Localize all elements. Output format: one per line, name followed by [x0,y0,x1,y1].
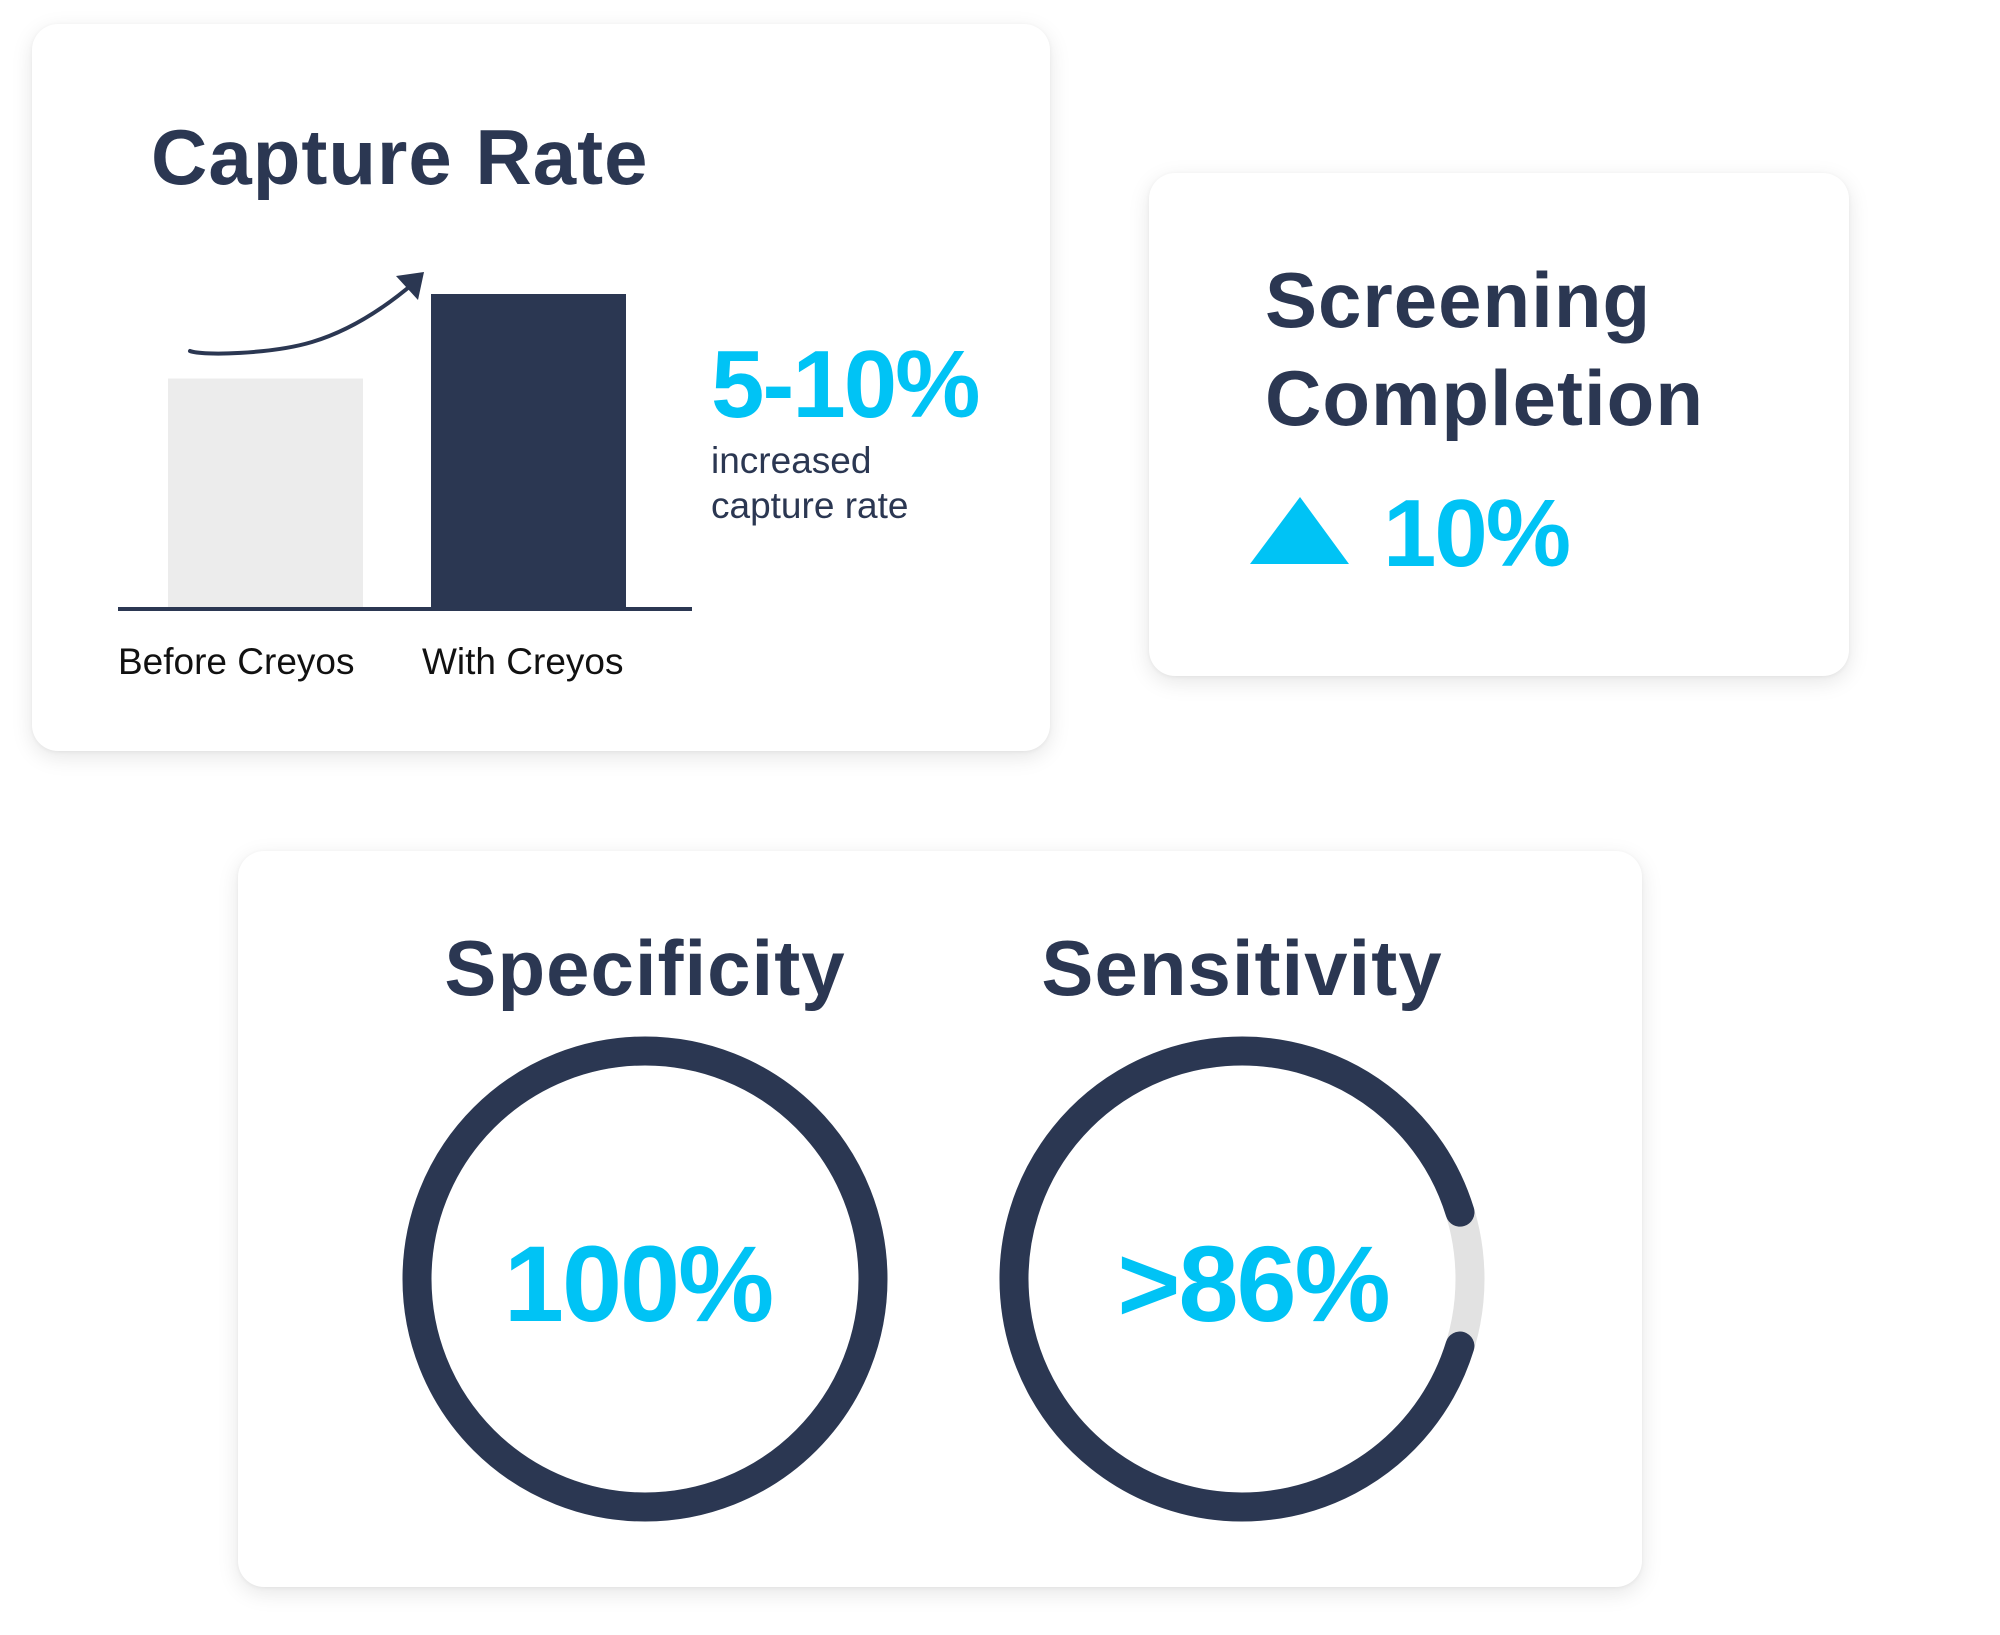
capture-rate-stat: 5-10% [711,331,980,438]
screening-title-line-1: Screening [1265,256,1652,344]
bar-label-with: With Creyos [422,641,624,682]
specificity-value: 100% [503,1223,774,1344]
specificity-title: Specificity [444,924,846,1012]
capture-rate-card: Capture Rate 5-10% increased capture rat… [32,24,1050,751]
metric-rings [402,1036,1485,1522]
metrics-card: Specificity Sensitivity 100% >86% [238,851,1642,1587]
sensitivity-ring-fill [999,1036,1485,1522]
sensitivity-title: Sensitivity [1041,924,1443,1012]
screening-title-line-2: Completion [1265,354,1704,442]
caption-line-1: increased [711,440,872,481]
bar-before-creyos [168,378,363,607]
sensitivity-value: >86% [1117,1223,1390,1344]
screening-title: Screening Completion [1265,251,1704,447]
capture-rate-title: Capture Rate [151,113,649,201]
triangle-up-icon [1250,497,1349,564]
bar-with-creyos [431,294,626,607]
trend-up-arrow-icon [188,272,424,356]
screening-stat: 10% [1383,480,1571,587]
capture-rate-chart [118,272,692,611]
specificity-ring-fill [402,1036,888,1522]
bar-label-before: Before Creyos [118,641,355,682]
screening-completion-card: Screening Completion 10% [1149,173,1849,676]
caption-line-2: capture rate [711,485,909,526]
capture-rate-caption: increased capture rate [711,438,908,528]
